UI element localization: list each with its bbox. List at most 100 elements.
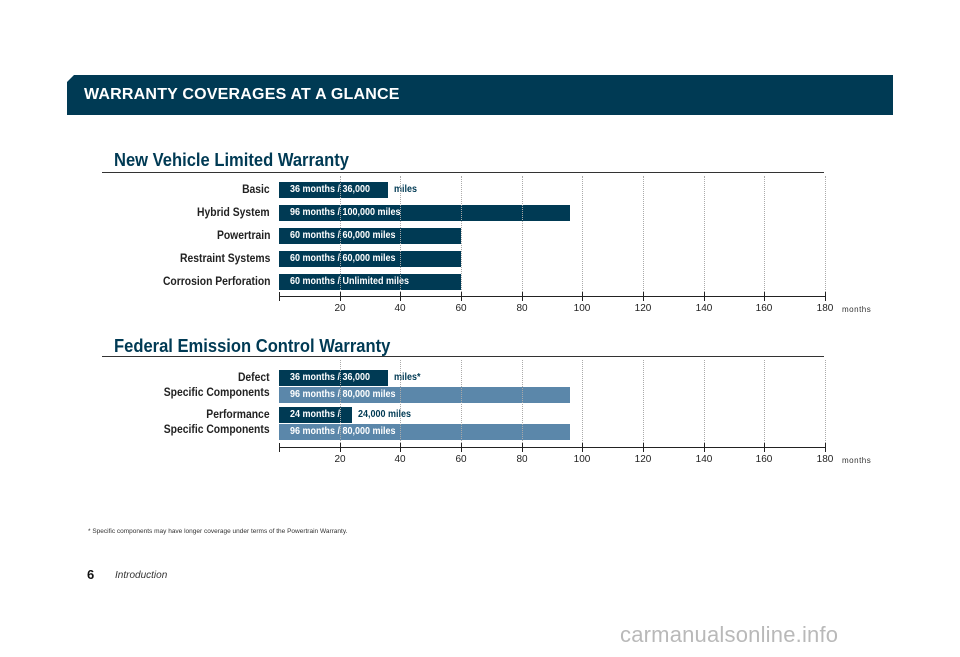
row-1-bar xyxy=(279,182,388,198)
row-1-bar-label: 36 months / 36,000 xyxy=(290,184,371,195)
x-tick xyxy=(400,443,401,452)
x-tick-label: 20 xyxy=(334,454,346,465)
row-label: Corrosion Perforation xyxy=(162,276,270,288)
x-tick-label: 100 xyxy=(573,303,591,314)
x-tick-label: 160 xyxy=(755,454,773,465)
row-2-bar-label: 96 months / 100,000 miles xyxy=(290,207,401,218)
x-tick-label: 100 xyxy=(573,454,591,465)
grid-line xyxy=(643,176,644,296)
x-tick xyxy=(522,292,523,301)
row-5-bar-label: 60 months / Unlimited miles xyxy=(290,276,410,287)
x-axis-unit: months xyxy=(842,456,872,465)
x-tick-label: 80 xyxy=(516,454,528,465)
x-tick xyxy=(825,443,826,452)
header-bar: WARRANTY COVERAGES AT A GLANCE xyxy=(67,75,893,115)
watermark: carmanualsonline.info xyxy=(620,622,839,647)
grid-line xyxy=(461,176,462,296)
row-4-bar-label: 60 months / 60,000 miles xyxy=(290,253,396,264)
grid-line xyxy=(704,176,705,296)
grid-line xyxy=(461,360,462,447)
chart-2-rule xyxy=(102,356,824,357)
row-4-bar xyxy=(279,251,461,267)
x-tick-label: 140 xyxy=(695,454,713,465)
x-tick-label: 60 xyxy=(455,454,467,465)
x-tick-label: 140 xyxy=(695,303,713,314)
grid-line xyxy=(825,176,826,296)
emission-4-bar xyxy=(279,424,570,440)
chart-1-rule xyxy=(102,172,824,173)
grid-line xyxy=(704,360,705,447)
emission-4-bar-label: 96 months / 80,000 miles xyxy=(290,426,396,437)
section-name: Introduction xyxy=(115,570,168,581)
x-tick xyxy=(461,292,462,301)
x-tick-label: 180 xyxy=(816,454,834,465)
emission-3-bar xyxy=(279,407,352,423)
x-tick-label: 40 xyxy=(394,303,406,314)
grid-line xyxy=(582,176,583,296)
x-tick-label: 160 xyxy=(755,303,773,314)
x-tick xyxy=(461,443,462,452)
x-tick xyxy=(340,443,341,452)
x-axis-start-tick xyxy=(279,292,280,301)
grid-line xyxy=(340,176,341,296)
grid-line xyxy=(522,176,523,296)
row-label: Hybrid System xyxy=(197,207,270,219)
row-3-bar xyxy=(279,228,461,244)
grid-line xyxy=(643,360,644,447)
x-tick xyxy=(825,292,826,301)
x-tick xyxy=(704,443,705,452)
x-tick xyxy=(582,443,583,452)
row-label: Restraint Systems xyxy=(179,253,270,265)
row-5-bar xyxy=(279,274,461,290)
x-tick xyxy=(582,292,583,301)
emission-1-bar-label: 36 months / 36,000 xyxy=(290,372,371,383)
grid-line xyxy=(764,176,765,296)
x-tick xyxy=(764,292,765,301)
grid-line xyxy=(400,360,401,447)
emission-2-bar xyxy=(279,387,570,403)
x-axis xyxy=(279,447,825,448)
group-label-line: Specific Components xyxy=(164,387,270,399)
x-tick-label: 40 xyxy=(394,454,406,465)
row-3-bar-label: 60 months / 60,000 miles xyxy=(290,230,396,241)
group-label-line: Defect xyxy=(238,372,270,384)
x-axis xyxy=(279,296,825,297)
grid-line xyxy=(825,360,826,447)
page-title: WARRANTY COVERAGES AT A GLANCE xyxy=(84,86,400,103)
grid-line xyxy=(582,360,583,447)
row-label: Basic xyxy=(242,184,270,196)
grid-line xyxy=(400,176,401,296)
group-label: Performance Specific Components xyxy=(164,408,270,438)
chart-2-title: Federal Emission Control Warranty xyxy=(114,336,391,356)
x-axis-start-tick xyxy=(279,443,280,452)
x-tick xyxy=(643,292,644,301)
x-axis-unit: months xyxy=(842,305,872,314)
grid-line xyxy=(340,360,341,447)
x-tick xyxy=(400,292,401,301)
emission-2-bar-label: 96 months / 80,000 miles xyxy=(290,389,396,400)
x-tick xyxy=(764,443,765,452)
emission-1-bar xyxy=(279,370,388,386)
row-label: Powertrain xyxy=(216,230,270,242)
x-tick-label: 60 xyxy=(455,303,467,314)
group-label-line: Performance xyxy=(206,409,270,421)
row-1-bar-suffix: miles xyxy=(394,184,418,195)
group-label: Defect Specific Components xyxy=(164,371,270,401)
page-number: 6 xyxy=(87,567,95,582)
grid-line xyxy=(522,360,523,447)
grid-line xyxy=(764,360,765,447)
x-tick-label: 80 xyxy=(516,303,528,314)
x-tick-label: 20 xyxy=(334,303,346,314)
x-tick-label: 180 xyxy=(816,303,834,314)
emission-1-bar-suffix: miles* xyxy=(394,372,421,383)
x-tick xyxy=(340,292,341,301)
chart-1-title: New Vehicle Limited Warranty xyxy=(114,150,349,170)
x-tick-label: 120 xyxy=(634,303,652,314)
group-label-line: Specific Components xyxy=(164,424,270,436)
x-tick-label: 120 xyxy=(634,454,652,465)
row-2-bar xyxy=(279,205,570,221)
x-tick xyxy=(522,443,523,452)
x-tick xyxy=(704,292,705,301)
footnote: * Specific components may have longer co… xyxy=(88,528,348,535)
x-tick xyxy=(643,443,644,452)
